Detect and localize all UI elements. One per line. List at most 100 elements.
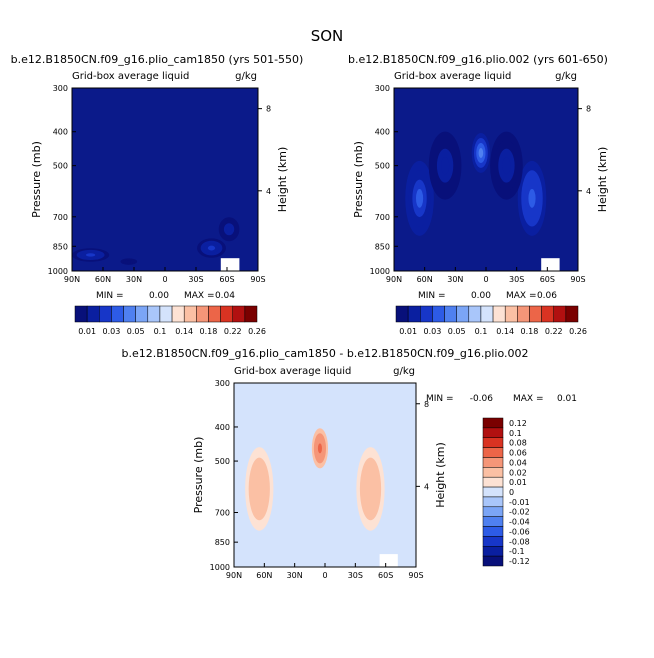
colorbar-label: 0.08 [509, 439, 527, 448]
colorbar-swatch [147, 305, 161, 323]
x-tick-label: 30S [188, 275, 203, 284]
x-tick-label: 60N [256, 571, 272, 580]
height-axis-label: Height (km) [596, 147, 609, 213]
contour-feature [226, 226, 232, 233]
colorbar-swatch [482, 486, 504, 498]
y-tick-label: 500 [375, 162, 390, 171]
page-title: SON [311, 27, 344, 45]
colorbar-swatch [482, 536, 504, 547]
y-tick-label: 500 [215, 457, 230, 466]
plot-features [72, 217, 240, 271]
colorbar-label: 0.22 [545, 327, 563, 336]
chart-panel-2: b.e12.B1850CN.f09_g16.plio.002 (yrs 601-… [348, 53, 609, 336]
colorbar-swatch [482, 516, 504, 527]
colorbar-swatch [482, 437, 504, 448]
height-axis-label: Height (km) [434, 442, 447, 508]
height-tick-label: 4 [586, 187, 591, 196]
x-tick-label: 30S [348, 571, 363, 580]
colorbar-swatch [171, 305, 185, 323]
y-axis-label: Pressure (mb) [30, 141, 43, 218]
x-tick-label: 60N [417, 275, 433, 284]
colorbar-swatch [444, 305, 457, 323]
contour-feature [351, 549, 359, 553]
max-label: MAX = [506, 291, 537, 301]
colorbar-swatch [482, 555, 504, 567]
y-tick-label: 400 [53, 128, 68, 137]
colorbar-swatch [517, 305, 530, 323]
height-tick-label: 8 [424, 400, 429, 409]
colorbar-swatch [208, 305, 221, 323]
chart-subtitle-right: g/kg [555, 71, 577, 82]
colorbar-swatch [99, 305, 112, 323]
contour-feature [85, 253, 96, 257]
x-tick-label: 60S [540, 275, 555, 284]
contour-feature [502, 157, 511, 175]
height-tick-label: 4 [266, 187, 271, 196]
y-tick-label: 850 [375, 242, 390, 251]
colorbar-label: 0.1 [509, 429, 522, 438]
colorbar-swatch [482, 526, 504, 537]
height-axis-label: Height (km) [276, 147, 289, 213]
max-label: MAX = [513, 394, 544, 404]
y-tick-label: 700 [53, 213, 68, 222]
colorbar-label: 0.05 [127, 327, 145, 336]
colorbar-swatch [86, 305, 100, 323]
colorbar-label: 0.01 [399, 327, 417, 336]
colorbar-swatch [529, 305, 542, 323]
y-tick-label: 700 [375, 213, 390, 222]
x-tick-label: 30N [126, 275, 142, 284]
chart-title: b.e12.B1850CN.f09_g16.plio.002 (yrs 601-… [348, 53, 608, 66]
colorbar: 0.01 0.03 0.05 0.1 0.14 0.18 0.22 0.26 [395, 305, 587, 336]
x-tick-label: 0 [322, 571, 327, 580]
x-tick-label: 60S [219, 275, 234, 284]
contour-feature [126, 260, 131, 263]
colorbar-label: -0.04 [509, 518, 530, 527]
contour-feature [478, 147, 484, 158]
colorbar-swatch [395, 305, 409, 323]
colorbar-label: 0.01 [78, 327, 96, 336]
x-tick-label: 90N [226, 571, 242, 580]
contour-feature [528, 188, 536, 208]
x-tick-label: 30S [509, 275, 524, 284]
min-label: MIN = [418, 291, 446, 301]
colorbar-swatch [492, 305, 506, 323]
colorbar-swatch [482, 476, 504, 488]
x-tick-label: 0 [483, 275, 488, 284]
plot-area [72, 88, 258, 271]
y-tick-label: 300 [215, 379, 230, 388]
chart-subtitle-right: g/kg [393, 366, 415, 377]
y-tick-label: 1000 [370, 267, 390, 276]
colorbar-label: 0.04 [509, 458, 527, 467]
x-tick-label: 90N [64, 275, 80, 284]
colorbar-label: 0.22 [224, 327, 242, 336]
colorbar-swatch [541, 305, 554, 323]
colorbar-label: 0.1 [154, 327, 167, 336]
y-tick-label: 300 [375, 84, 390, 93]
x-tick-label: 30N [447, 275, 463, 284]
missing-data-region [379, 554, 398, 567]
colorbar-swatch [482, 457, 504, 468]
chart-subtitle-left: Grid-box average liquid [234, 366, 351, 377]
y-tick-label: 400 [215, 423, 230, 432]
colorbar-label: 0.03 [102, 327, 120, 336]
chart-subtitle-left: Grid-box average liquid [72, 71, 189, 82]
contour-feature [317, 443, 322, 454]
min-value: -0.06 [470, 394, 494, 404]
colorbar: 0.120.10.080.060.040.020.010-0.01-0.02-0… [482, 417, 530, 567]
contour-feature [207, 245, 216, 251]
max-value: 0.04 [215, 291, 235, 301]
height-tick-label: 4 [424, 482, 429, 491]
contour-feature [415, 188, 424, 208]
x-tick-label: 30N [287, 571, 303, 580]
chart-panel-1: b.e12.B1850CN.f09_g16.plio_cam1850 (yrs … [11, 53, 304, 336]
y-tick-label: 1000 [48, 267, 68, 276]
max-value: 0.06 [537, 291, 557, 301]
colorbar-swatch [456, 305, 470, 323]
missing-data-region [220, 258, 240, 271]
y-axis-label: Pressure (mb) [352, 141, 365, 218]
y-tick-label: 500 [53, 162, 68, 171]
chart-panel-3: b.e12.B1850CN.f09_g16.plio_cam1850 - b.e… [122, 347, 577, 580]
chart-subtitle-left: Grid-box average liquid [394, 71, 511, 82]
